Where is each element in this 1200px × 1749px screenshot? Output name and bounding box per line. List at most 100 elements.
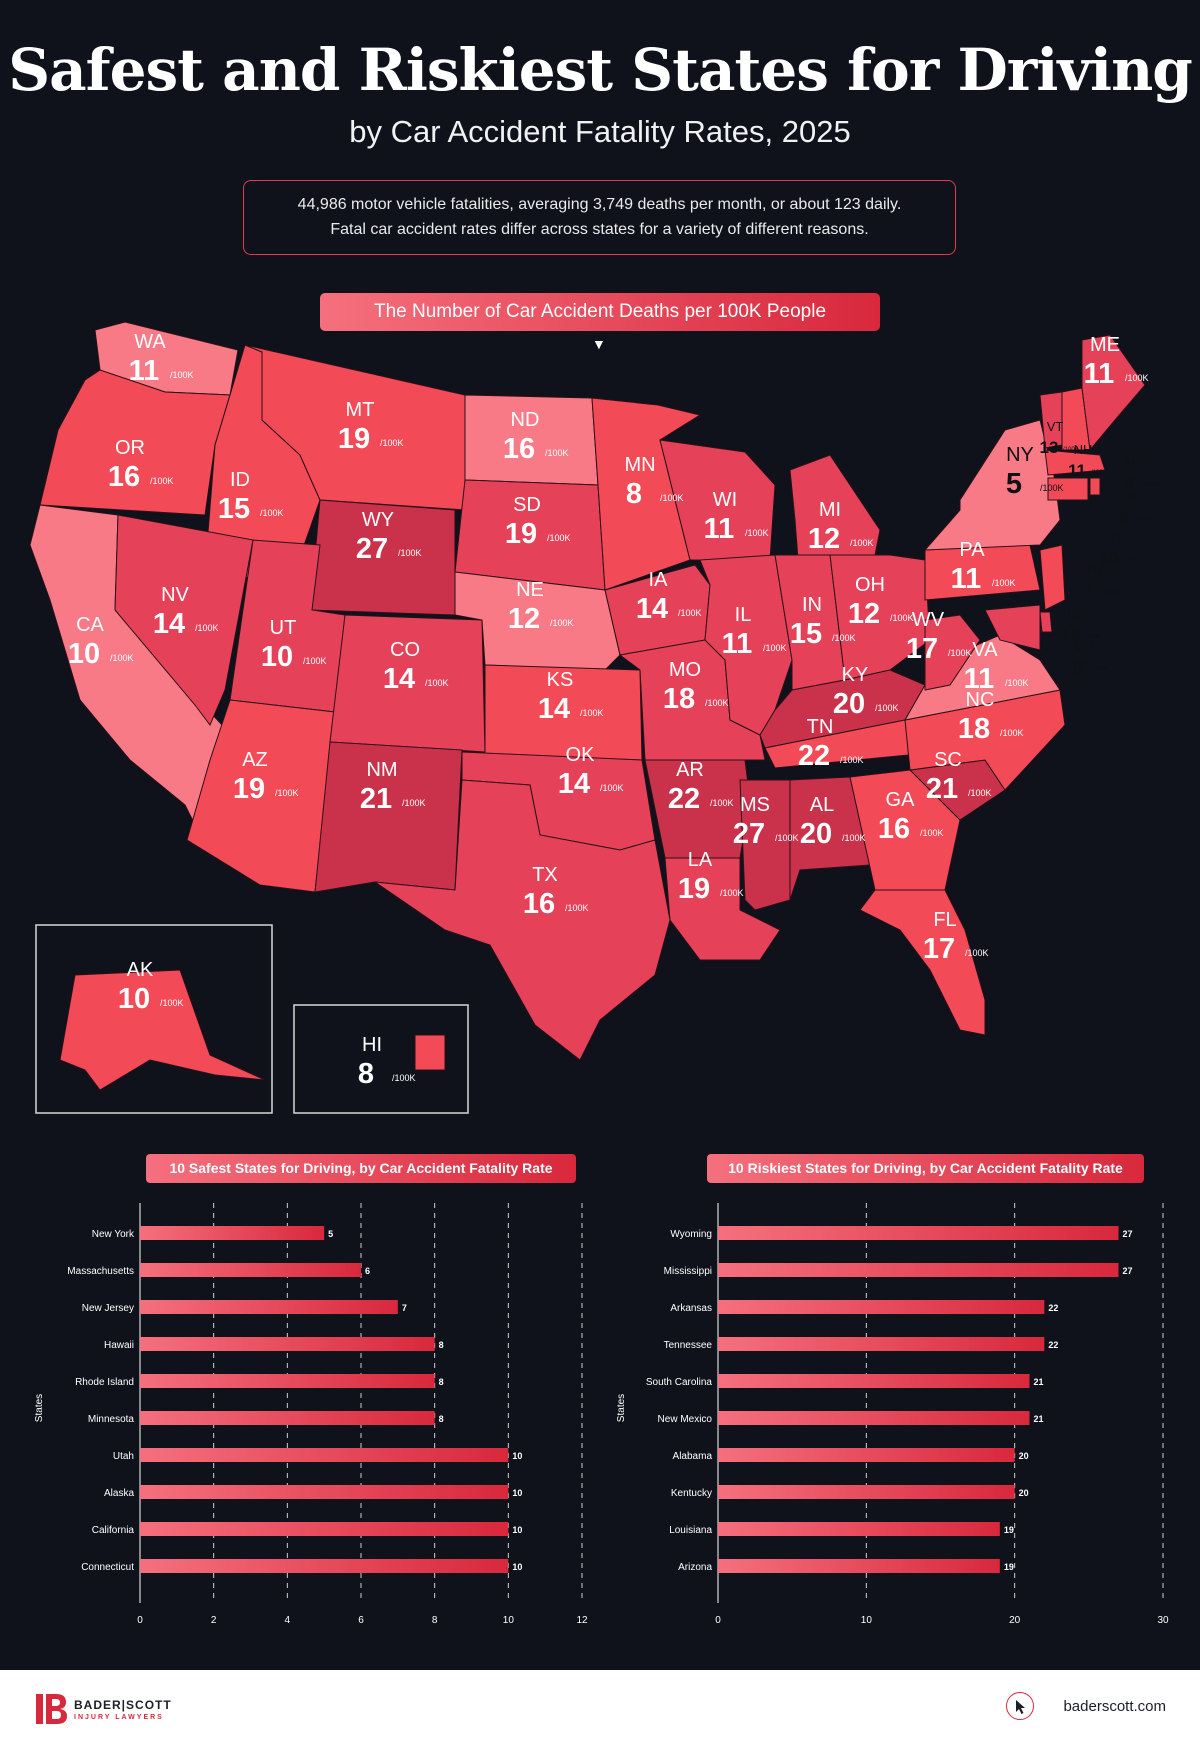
cursor-icon xyxy=(1006,1692,1034,1720)
unit-label: /100K xyxy=(850,538,874,548)
state-code-label: RI xyxy=(1124,489,1137,504)
state-code-label: WI xyxy=(713,489,737,511)
state-code-label: NJ xyxy=(1087,562,1103,577)
state-me[interactable] xyxy=(1081,334,1146,452)
x-tick-label: 0 xyxy=(715,1615,721,1626)
bar-value-label: 20 xyxy=(1019,1451,1029,1461)
unit-label: /100K xyxy=(710,798,734,808)
category-label: Alaska xyxy=(104,1488,134,1499)
state-ms[interactable] xyxy=(739,779,791,911)
state-code-label: DE xyxy=(1068,606,1086,621)
unit-label: /100K xyxy=(705,698,729,708)
bar xyxy=(140,1485,509,1499)
state-al[interactable] xyxy=(789,776,871,901)
state-code-label: IN xyxy=(802,594,822,616)
x-tick-label: 6 xyxy=(358,1615,364,1626)
x-tick-label: 20 xyxy=(1009,1615,1021,1626)
down-arrow-icon: ▼ xyxy=(592,336,606,352)
state-ak[interactable] xyxy=(59,969,266,1091)
unit-label: /100K xyxy=(965,948,989,958)
bar xyxy=(140,1337,435,1351)
bar-value-label: 19 xyxy=(1004,1562,1014,1572)
bar xyxy=(140,1226,325,1240)
map-banner: The Number of Car Accident Deaths per 10… xyxy=(320,293,880,331)
state-code-label: NM xyxy=(366,759,397,781)
state-de[interactable] xyxy=(1039,611,1053,633)
unit-label: /100K xyxy=(745,528,769,538)
stats-box: 44,986 motor vehicle fatalities, averagi… xyxy=(243,180,956,255)
unit-label: /100K xyxy=(1005,678,1029,688)
state-code-label: HI xyxy=(362,1034,382,1056)
category-label: Massachusetts xyxy=(67,1266,134,1277)
unit-label: /100K xyxy=(170,370,194,380)
state-value-label: 21 xyxy=(360,783,392,815)
state-code-label: VT xyxy=(1047,419,1064,434)
state-code-label: ID xyxy=(230,469,250,491)
safest-bar-chart: 0 2 4 6 8 10 12 New York 5 Massachusetts 6 New Jers… xyxy=(34,1203,588,1626)
state-code-label: NC xyxy=(966,689,995,711)
state-fl[interactable] xyxy=(859,889,986,1036)
state-wv[interactable] xyxy=(924,614,981,691)
alaska-inset-box xyxy=(35,924,273,1114)
page-title: Safest and Riskiest States for Driving xyxy=(8,36,1193,104)
y-axis-title: States xyxy=(34,1394,45,1422)
state-value-label: 20 xyxy=(833,688,865,720)
bar-value-label: 8 xyxy=(439,1414,444,1424)
state-ri[interactable] xyxy=(1089,477,1101,496)
unit-label: /100K xyxy=(402,798,426,808)
state-ma[interactable] xyxy=(1044,449,1106,476)
state-value-label: 11 xyxy=(129,355,160,387)
state-ga[interactable] xyxy=(849,769,961,891)
state-code-label: MD xyxy=(1074,639,1094,654)
logo-tagline: INJURY LAWYERS xyxy=(74,1714,164,1721)
unit-label: /100K xyxy=(565,903,589,913)
state-value-label: 19 xyxy=(505,518,537,550)
state-code-label: NE xyxy=(516,579,544,601)
state-code-label: AR xyxy=(676,759,704,781)
stats-line-1: 44,986 motor vehicle fatalities, averagi… xyxy=(297,196,902,213)
state-md[interactable] xyxy=(984,604,1041,651)
state-value-label: 19 xyxy=(678,873,710,905)
website-link[interactable]: baderscott.com xyxy=(1063,1698,1166,1715)
state-la[interactable] xyxy=(664,857,781,961)
unit-label: /100K xyxy=(1143,482,1159,488)
unit-label: /100K xyxy=(832,633,856,643)
bar xyxy=(140,1300,398,1314)
bar xyxy=(718,1337,1045,1351)
state-value-label: 10 xyxy=(261,641,293,673)
state-code-label: MI xyxy=(819,499,841,521)
unit-label: /100K xyxy=(545,448,569,458)
category-label: Minnesota xyxy=(88,1414,135,1425)
unit-label: /100K xyxy=(763,643,787,653)
y-axis-title: States xyxy=(616,1394,627,1422)
x-tick-label: 8 xyxy=(432,1615,438,1626)
state-code-label: CA xyxy=(76,614,104,636)
state-tx[interactable] xyxy=(374,779,671,1061)
page-subtitle: by Car Accident Fatality Rates, 2025 xyxy=(349,114,851,149)
unit-label: /100K xyxy=(1092,667,1108,673)
bar-value-label: 6 xyxy=(365,1266,370,1276)
unit-label: /100K xyxy=(1063,447,1079,453)
state-ny[interactable] xyxy=(923,419,1061,551)
state-value-label: 10 xyxy=(1100,548,1119,567)
state-ct[interactable] xyxy=(1047,477,1089,501)
state-code-label: OH xyxy=(855,574,885,596)
state-nj[interactable] xyxy=(1039,544,1066,611)
state-code-label: NV xyxy=(161,584,189,606)
unit-label: /100K xyxy=(840,755,864,765)
state-code-label: ME xyxy=(1090,334,1120,356)
state-value-label: 12 xyxy=(508,603,540,635)
x-tick-label: 0 xyxy=(137,1615,143,1626)
category-label: Rhode Island xyxy=(75,1377,134,1388)
state-code-label: MN xyxy=(624,454,655,476)
state-code-label: NY xyxy=(1006,444,1034,466)
logo-name: BADER|SCOTT xyxy=(74,1698,172,1712)
state-code-label: IL xyxy=(735,604,752,626)
state-value-label: 20 xyxy=(800,818,832,850)
unit-label: /100K xyxy=(1125,373,1149,383)
state-hi[interactable] xyxy=(414,1034,446,1071)
state-code-label: WV xyxy=(912,609,945,631)
category-label: New York xyxy=(92,1229,135,1240)
state-value-label: 14 xyxy=(558,768,590,800)
unit-label: /100K xyxy=(968,788,992,798)
